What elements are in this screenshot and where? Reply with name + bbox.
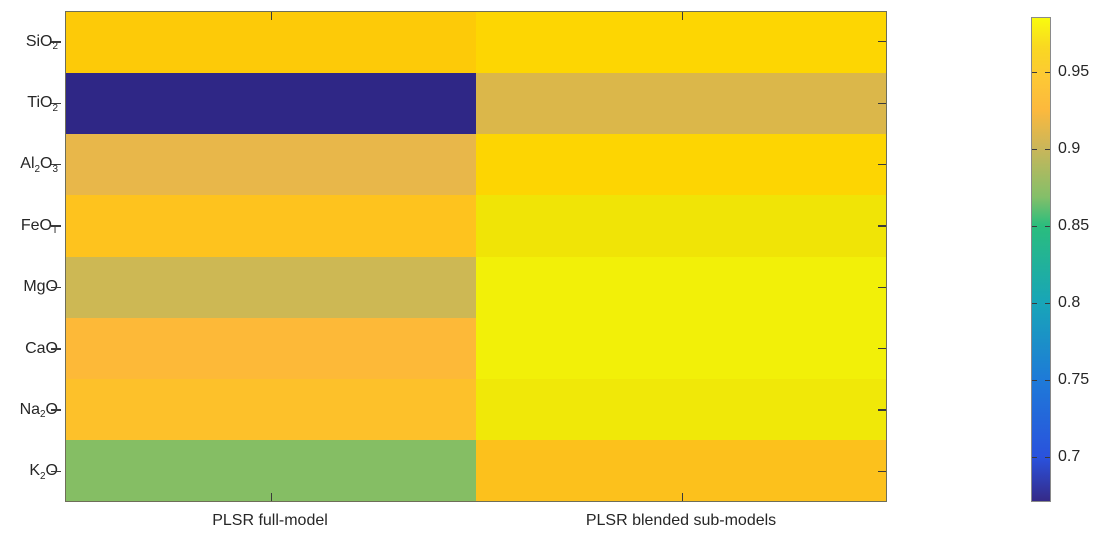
colorbar-tick-left-3 [1032, 302, 1037, 305]
heatmap-cell-SiO2-col2 [476, 12, 886, 74]
heatmap-row-TiO2 [66, 73, 886, 135]
y-axis-label-Na2O: Na2O [0, 400, 58, 422]
x-axis-label-col-2: PLSR blended sub-models [585, 512, 777, 529]
y-axis-label-K2O: K2O [0, 461, 58, 483]
heatmap-cell-Al2O3-col2 [476, 134, 886, 196]
label-text: K [29, 462, 41, 480]
label-subscript: 3 [52, 163, 58, 175]
colorbar-tick-left-2 [1032, 225, 1037, 228]
y-axis-label-SiO2: SiO2 [0, 32, 58, 54]
heatmap-row-SiO2 [66, 12, 886, 74]
colorbar-tick-right-4 [1045, 379, 1050, 382]
heatmap-cell-FeOT-col2 [476, 195, 886, 257]
heatmap-cell-K2O-col1 [66, 439, 476, 501]
label-text: SiO [25, 32, 53, 50]
label-subscript: T [51, 225, 58, 237]
y-tick-left-MgO [51, 286, 61, 289]
colorbar-tick-label-2: 0.85 [1058, 217, 1090, 235]
heatmap-plot [65, 11, 887, 502]
colorbar-tick-right-2 [1045, 225, 1050, 228]
colorbar-tick-right-3 [1045, 302, 1050, 305]
y-tick-right-CaO [878, 348, 886, 350]
y-axis-label-FeOT: FeOT [0, 216, 58, 238]
label-subscript: 2 [52, 41, 58, 53]
y-tick-left-Al2O3 [51, 163, 61, 166]
x-tick-bottom-col2 [681, 493, 683, 501]
y-tick-left-SiO2 [51, 41, 61, 43]
heatmap-cell-Al2O3-col1 [66, 134, 476, 196]
label-subscript: 2 [40, 470, 46, 482]
y-tick-right-TiO2 [878, 102, 886, 104]
heatmap-cell-K2O-col2 [476, 439, 886, 501]
colorbar-tick-right-5 [1045, 456, 1050, 459]
label-subscript: 2 [52, 102, 58, 114]
y-tick-left-TiO2 [51, 102, 61, 105]
heatmap-cell-Na2O-col1 [66, 378, 476, 440]
label-subscript: 2 [34, 163, 41, 175]
y-tick-right-FeOT [878, 225, 886, 227]
colorbar-tick-label-4: 0.75 [1058, 371, 1090, 389]
heatmap-cell-FeOT-col1 [66, 195, 476, 257]
label-text: MgO [23, 278, 58, 296]
colorbar [1031, 17, 1051, 502]
colorbar-tick-left-1 [1032, 148, 1037, 151]
heatmap-cell-TiO2-col2 [476, 73, 886, 135]
x-tick-top-col2 [681, 12, 683, 20]
label-subscript: 2 [40, 409, 46, 421]
y-tick-right-MgO [878, 286, 886, 288]
colorbar-tick-right-1 [1045, 148, 1050, 151]
heatmap-row-Na2O [66, 378, 886, 440]
heatmap-cell-MgO-col2 [476, 256, 886, 318]
colorbar-tick-right-0 [1045, 71, 1050, 74]
colorbar-tick-label-1: 0.9 [1058, 140, 1081, 158]
x-axis-label-col-1: PLSR full-model [212, 512, 328, 529]
x-tick-top-col1 [270, 12, 272, 20]
label-text: Na [19, 400, 41, 418]
heatmap-cell-CaO-col1 [66, 317, 476, 379]
colorbar-tick-label-5: 0.7 [1058, 448, 1081, 466]
heatmap-cell-CaO-col2 [476, 317, 886, 379]
heatmap-cell-TiO2-col1 [66, 73, 476, 135]
heatmap-row-Al2O3 [66, 134, 886, 196]
y-axis-label-TiO2: TiO2 [0, 93, 58, 115]
colorbar-tick-left-0 [1032, 71, 1037, 74]
colorbar-tick-left-4 [1032, 379, 1037, 382]
label-text: O [40, 155, 53, 173]
y-tick-right-K2O [878, 470, 886, 472]
heatmap-row-MgO [66, 256, 886, 318]
heatmap-row-CaO [66, 317, 886, 379]
y-tick-right-Na2O [878, 409, 886, 411]
x-tick-bottom-col1 [270, 493, 272, 501]
colorbar-tick-left-5 [1032, 456, 1037, 459]
heatmap-row-K2O [66, 439, 886, 501]
label-text: CaO [25, 339, 58, 357]
heatmap-row-FeOT [66, 195, 886, 257]
label-text: Al [20, 155, 35, 173]
y-tick-left-Na2O [51, 409, 61, 411]
label-text: TiO [27, 94, 53, 112]
y-tick-left-K2O [51, 470, 61, 473]
label-text: FeO [20, 216, 52, 234]
colorbar-tick-label-3: 0.8 [1058, 294, 1081, 312]
y-tick-left-CaO [51, 348, 61, 350]
heatmap-cell-Na2O-col2 [476, 378, 886, 440]
y-tick-right-Al2O3 [878, 163, 886, 166]
y-tick-right-SiO2 [878, 41, 886, 43]
y-axis-label-CaO: CaO [0, 339, 58, 359]
heatmap-cell-SiO2-col1 [66, 12, 476, 74]
y-axis-label-Al2O3: Al2O3 [0, 154, 58, 176]
y-axis-label-MgO: MgO [0, 277, 58, 297]
colorbar-tick-label-0: 0.95 [1058, 63, 1090, 81]
y-tick-left-FeOT [51, 225, 61, 227]
heatmap-cell-MgO-col1 [66, 256, 476, 318]
